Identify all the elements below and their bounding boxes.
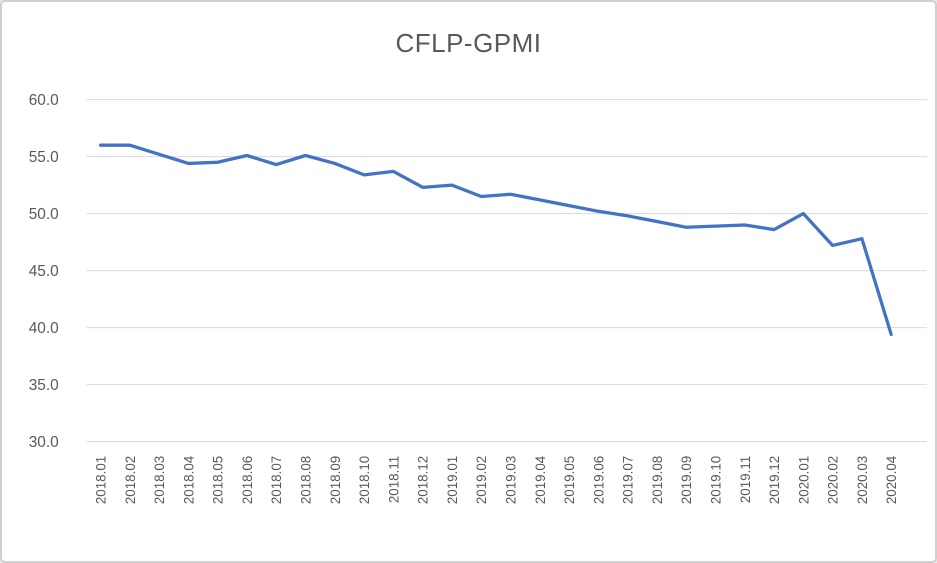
x-axis-tick-label: 2019.09 bbox=[679, 456, 694, 504]
y-axis-tick-label: 55.0 bbox=[29, 149, 59, 166]
x-axis-tick-label: 2018.08 bbox=[298, 456, 313, 504]
x-axis-tick-label: 2019.11 bbox=[738, 456, 753, 503]
y-axis-tick-label: 30.0 bbox=[29, 434, 59, 451]
x-axis-tick-label: 2020.04 bbox=[884, 455, 899, 504]
x-axis-tick-label: 2020.01 bbox=[796, 456, 811, 504]
x-axis-tick-label: 2018.11 bbox=[386, 456, 401, 503]
x-axis-tick-label: 2018.04 bbox=[181, 455, 196, 504]
y-axis-tick-label: 35.0 bbox=[29, 377, 59, 394]
x-axis-tick-label: 2019.01 bbox=[445, 456, 460, 504]
y-axis-tick-label: 50.0 bbox=[29, 206, 59, 223]
x-axis-tick-label: 2019.04 bbox=[533, 455, 548, 504]
x-axis-tick-label: 2018.07 bbox=[269, 456, 284, 504]
y-axis-tick-label: 45.0 bbox=[29, 263, 59, 280]
chart-title: CFLP-GPMI bbox=[395, 28, 542, 58]
x-axis-tick-label: 2018.05 bbox=[211, 456, 226, 504]
y-axis-tick-label: 60.0 bbox=[29, 92, 59, 109]
x-axis-tick-label: 2020.03 bbox=[855, 456, 870, 504]
x-axis-tick-label: 2018.03 bbox=[152, 456, 167, 504]
x-axis-tick-label: 2019.07 bbox=[621, 456, 636, 504]
y-axis-tick-label: 40.0 bbox=[29, 320, 59, 337]
pmi-data-line bbox=[98, 143, 893, 337]
x-axis-tick-label: 2019.05 bbox=[562, 456, 577, 504]
x-axis-tick-label: 2019.10 bbox=[708, 456, 723, 504]
x-axis-tick-label: 2018.09 bbox=[328, 456, 343, 504]
x-axis-tick-label: 2020.02 bbox=[826, 456, 841, 504]
x-axis-tick-label: 2018.12 bbox=[416, 456, 431, 504]
x-axis-tick-label: 2019.02 bbox=[474, 456, 489, 504]
x-axis-tick-label: 2018.01 bbox=[94, 456, 109, 504]
x-axis-tick-label: 2019.03 bbox=[503, 456, 518, 504]
x-axis-tick-label: 2019.08 bbox=[650, 456, 665, 504]
x-axis-tick-label: 2018.02 bbox=[123, 456, 138, 504]
x-axis-tick-label: 2018.10 bbox=[357, 456, 372, 504]
x-axis-tick-label: 2019.12 bbox=[767, 456, 782, 504]
x-axis-tick-label: 2018.06 bbox=[240, 456, 255, 504]
x-axis-tick-label: 2019.06 bbox=[591, 456, 606, 504]
